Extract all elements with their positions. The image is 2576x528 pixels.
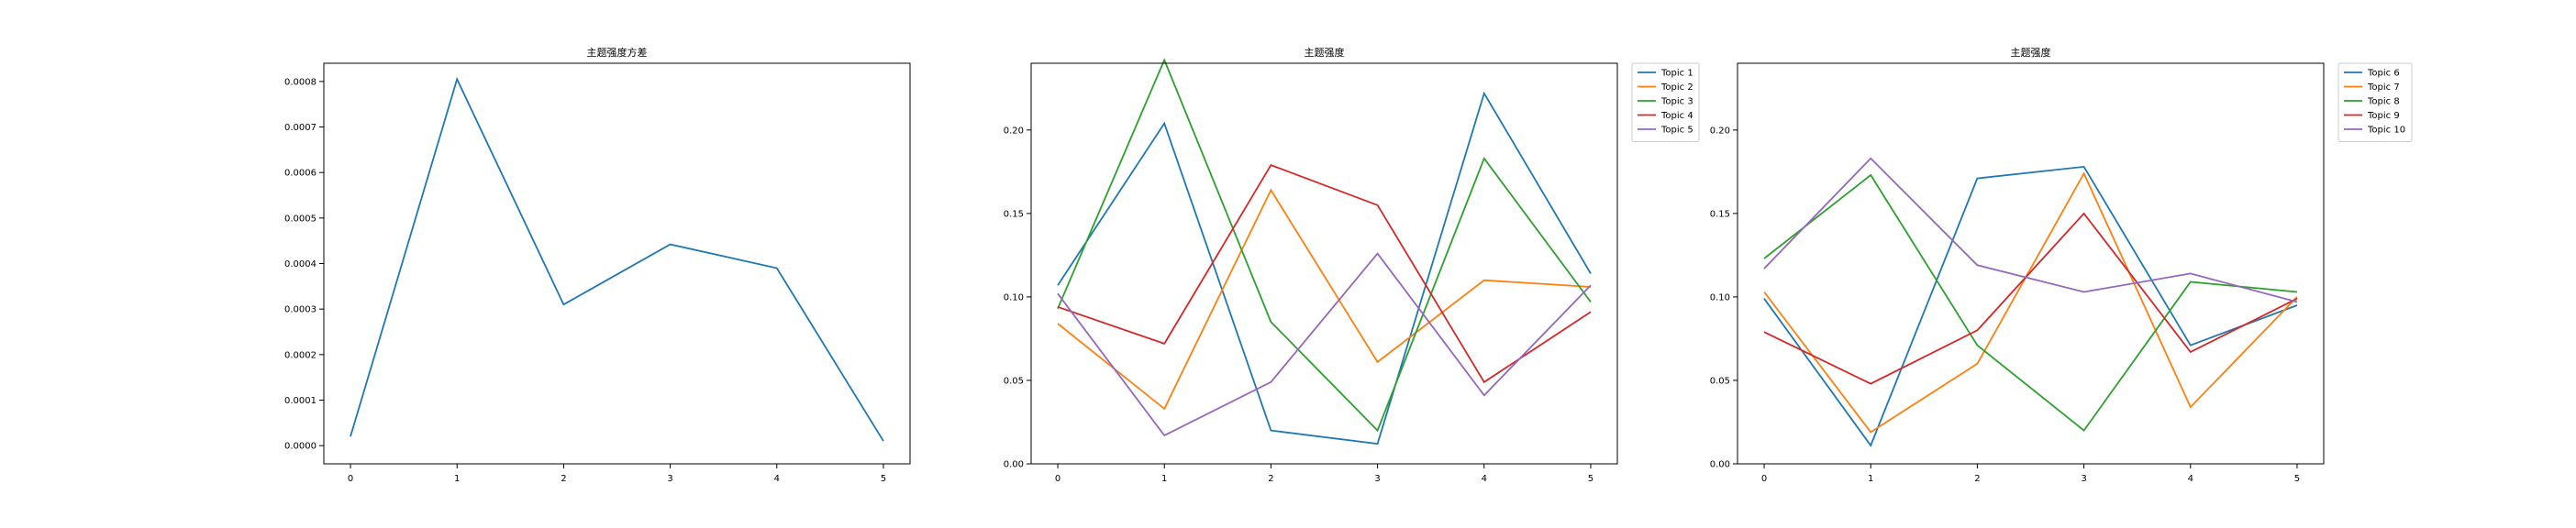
series-line-topic-1 bbox=[1057, 91, 1592, 446]
series-line-topic-7 bbox=[1763, 171, 2298, 434]
legend-label: Topic 10 bbox=[2367, 126, 2405, 136]
x-tick-label: 2 bbox=[1974, 474, 1980, 484]
y-tick-label: 0.0005 bbox=[284, 214, 316, 224]
x-tick-label: 0 bbox=[1761, 474, 1767, 484]
y-tick-label: 0.20 bbox=[1710, 126, 1730, 136]
x-tick-label: 1 bbox=[1161, 474, 1167, 484]
legend-box bbox=[2337, 62, 2413, 142]
x-tick-label: 4 bbox=[774, 474, 780, 484]
y-tick-label: 0.10 bbox=[1004, 292, 1024, 302]
legend-label: Topic 7 bbox=[2367, 82, 2400, 93]
x-tick-label: 0 bbox=[348, 474, 353, 484]
series-line-topic-10 bbox=[1763, 157, 2298, 303]
y-tick-label: 0.05 bbox=[1004, 376, 1024, 386]
chart-1: 主题强度方差 0 1 2 3 4 5 0.0000 0.0001 0.0002 0.0003 0.00… bbox=[284, 46, 911, 484]
x-tick-label: 5 bbox=[2294, 474, 2300, 484]
x-tick-label: 0 bbox=[1055, 474, 1060, 484]
chart-title: 主题强度 bbox=[1305, 46, 1345, 59]
legend-label: Topic 1 bbox=[1660, 69, 1693, 79]
chart-title: 主题强度 bbox=[2011, 46, 2051, 59]
series-line-topic-3 bbox=[1057, 58, 1592, 433]
y-tick-label: 0.15 bbox=[1710, 209, 1730, 219]
x-tick-label: 2 bbox=[1268, 474, 1273, 484]
x-tick-label: 2 bbox=[561, 474, 566, 484]
y-tick-label: 0.0004 bbox=[284, 259, 316, 270]
series-line-topic-2 bbox=[1057, 188, 1592, 411]
x-tick-label: 1 bbox=[1868, 474, 1873, 484]
x-tick-label: 3 bbox=[667, 474, 672, 484]
legend-label: Topic 6 bbox=[2367, 69, 2400, 79]
legend-label: Topic 5 bbox=[1660, 126, 1693, 136]
y-tick-label: 0.20 bbox=[1004, 126, 1024, 136]
y-tick-label: 0.05 bbox=[1710, 376, 1730, 386]
legend-label: Topic 3 bbox=[1660, 97, 1693, 107]
y-tick-label: 0.00 bbox=[1710, 460, 1730, 470]
chart-title: 主题强度方差 bbox=[587, 46, 648, 59]
y-tick-label: 0.0001 bbox=[284, 396, 316, 406]
x-tick-label: 3 bbox=[2081, 474, 2086, 484]
series-line-topic-9 bbox=[1763, 212, 2298, 385]
x-tick-label: 4 bbox=[1482, 474, 1487, 484]
legend: Topic 1 Topic 2 Topic 3 Topic 4 Topic 5 bbox=[1631, 62, 1700, 142]
series-line-topic-5 bbox=[1057, 252, 1592, 437]
y-tick-label: 0.10 bbox=[1710, 292, 1730, 302]
legend: Topic 6 Topic 7 Topic 8 Topic 9 Topic 10 bbox=[2337, 62, 2413, 142]
y-tick-label: 0.15 bbox=[1004, 209, 1024, 219]
y-tick-label: 0.0008 bbox=[284, 77, 316, 87]
series-line-topic-6 bbox=[1763, 165, 2298, 447]
y-tick-label: 0.0006 bbox=[284, 169, 316, 179]
x-tick-label: 5 bbox=[881, 474, 886, 484]
y-tick-label: 0.0007 bbox=[284, 123, 316, 133]
y-tick-label: 0.0000 bbox=[284, 442, 316, 452]
y-tick-label: 0.00 bbox=[1004, 460, 1024, 470]
y-tick-label: 0.0002 bbox=[284, 350, 316, 360]
y-tick-label: 0.0003 bbox=[284, 305, 316, 315]
series-line-topic-4 bbox=[1057, 163, 1592, 384]
x-tick-label: 5 bbox=[1588, 474, 1593, 484]
series-line-topic-8 bbox=[1763, 173, 2298, 432]
x-tick-label: 4 bbox=[2188, 474, 2193, 484]
legend-label: Topic 8 bbox=[2367, 97, 2400, 107]
series-line-1 bbox=[350, 76, 884, 442]
plot-area-frame bbox=[1030, 62, 1618, 465]
legend-label: Topic 4 bbox=[1660, 111, 1693, 121]
legend-label: Topic 9 bbox=[2367, 111, 2400, 121]
plot-area-frame bbox=[323, 62, 911, 465]
plot-area-frame bbox=[1737, 62, 2325, 465]
x-tick-label: 3 bbox=[1374, 474, 1380, 484]
x-tick-label: 1 bbox=[454, 474, 460, 484]
legend-label: Topic 2 bbox=[1660, 82, 1693, 93]
legend-box bbox=[1631, 62, 1700, 142]
